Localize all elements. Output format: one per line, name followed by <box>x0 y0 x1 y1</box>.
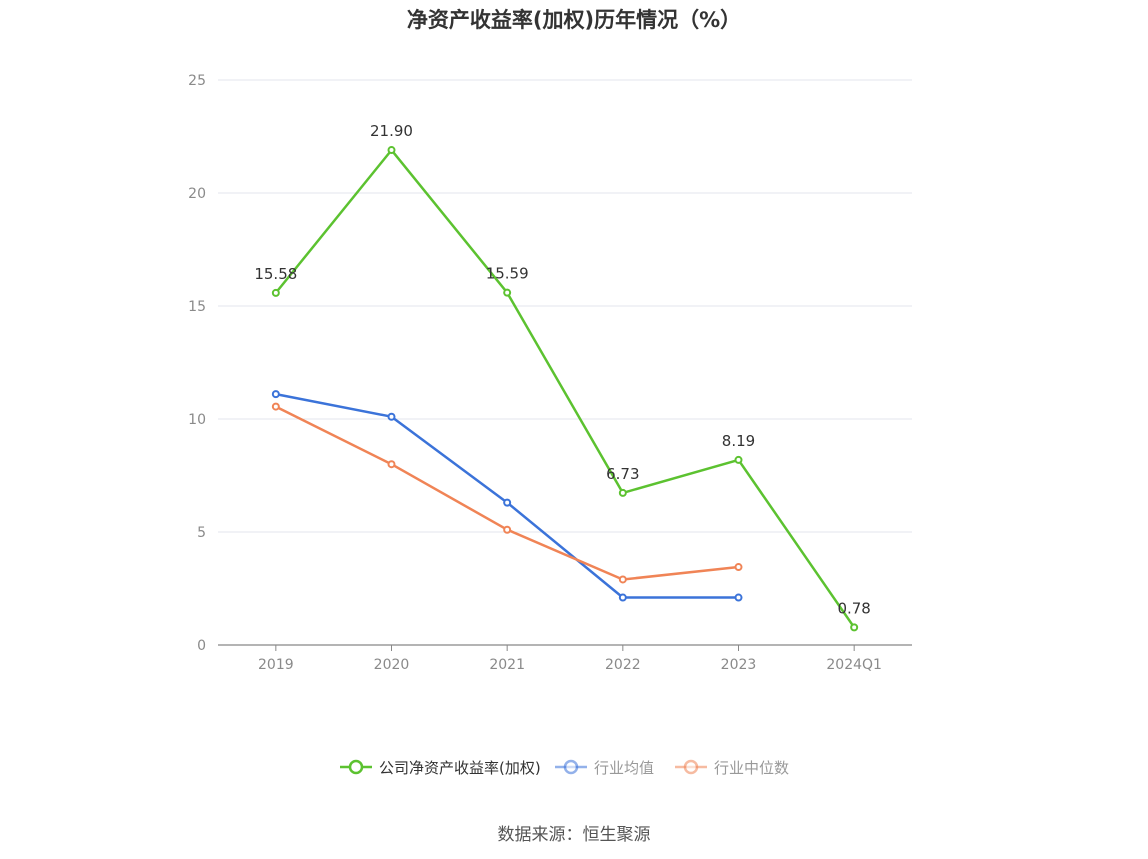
legend-label: 公司净资产收益率(加权) <box>379 759 541 777</box>
data-point <box>271 288 280 297</box>
legend-marker <box>563 759 579 775</box>
data-label: 6.73 <box>606 465 639 483</box>
data-label: 15.59 <box>486 265 529 283</box>
legend-label: 行业均值 <box>594 759 654 777</box>
source-text: 数据来源：恒生聚源 <box>497 825 651 845</box>
data-label: 0.78 <box>837 599 870 617</box>
data-point <box>271 402 280 411</box>
y-tick-label: 15 <box>188 299 206 315</box>
data-label: 8.19 <box>722 432 755 450</box>
data-point <box>734 593 743 602</box>
legend-item-2[interactable]: 行业中位数 <box>675 759 789 777</box>
legend-marker <box>348 759 364 775</box>
legend-marker <box>683 759 699 775</box>
y-tick-label: 0 <box>197 638 206 654</box>
data-point <box>387 412 396 421</box>
x-tick-label: 2024Q1 <box>826 657 882 673</box>
chart-title: 净资产收益率(加权)历年情况（%） <box>406 8 742 32</box>
x-tick-label: 2022 <box>605 657 641 673</box>
legend-item-0[interactable]: 公司净资产收益率(加权) <box>340 759 541 777</box>
data-point <box>503 288 512 297</box>
data-point <box>503 498 512 507</box>
data-point <box>387 460 396 469</box>
series-line-0 <box>274 148 856 629</box>
grid-lines <box>218 79 912 533</box>
y-tick-label: 20 <box>188 186 206 202</box>
y-axis-ticks: 0 5 10 15 20 25 <box>188 73 206 654</box>
series-line-2 <box>275 405 739 581</box>
y-tick-label: 10 <box>188 412 206 428</box>
data-point <box>618 488 627 497</box>
x-tick-label: 2023 <box>721 657 757 673</box>
x-tick-label: 2020 <box>374 657 410 673</box>
x-tick-label: 2021 <box>489 657 525 673</box>
data-point <box>618 593 627 602</box>
legend-label: 行业中位数 <box>714 759 789 777</box>
data-point <box>734 455 743 464</box>
legend[interactable]: 公司净资产收益率(加权) 行业均值 行业中位数 <box>340 759 789 777</box>
x-axis: 2019 2020 2021 2022 2023 2024Q1 <box>218 644 912 673</box>
x-tick-label: 2019 <box>258 657 294 673</box>
data-point <box>387 146 396 155</box>
data-labels: 15.58 21.90 15.59 6.73 8.19 0.78 <box>254 122 871 617</box>
legend-item-1[interactable]: 行业均值 <box>555 759 654 777</box>
data-point <box>503 525 512 534</box>
data-point <box>618 575 627 584</box>
data-label: 15.58 <box>254 265 297 283</box>
data-point <box>271 390 280 399</box>
data-point <box>734 563 743 572</box>
data-label: 21.90 <box>370 122 413 140</box>
y-tick-label: 25 <box>188 73 206 89</box>
series-line-1 <box>275 392 739 599</box>
y-tick-label: 5 <box>197 525 206 541</box>
data-point <box>850 623 859 632</box>
series-lines <box>271 146 859 632</box>
